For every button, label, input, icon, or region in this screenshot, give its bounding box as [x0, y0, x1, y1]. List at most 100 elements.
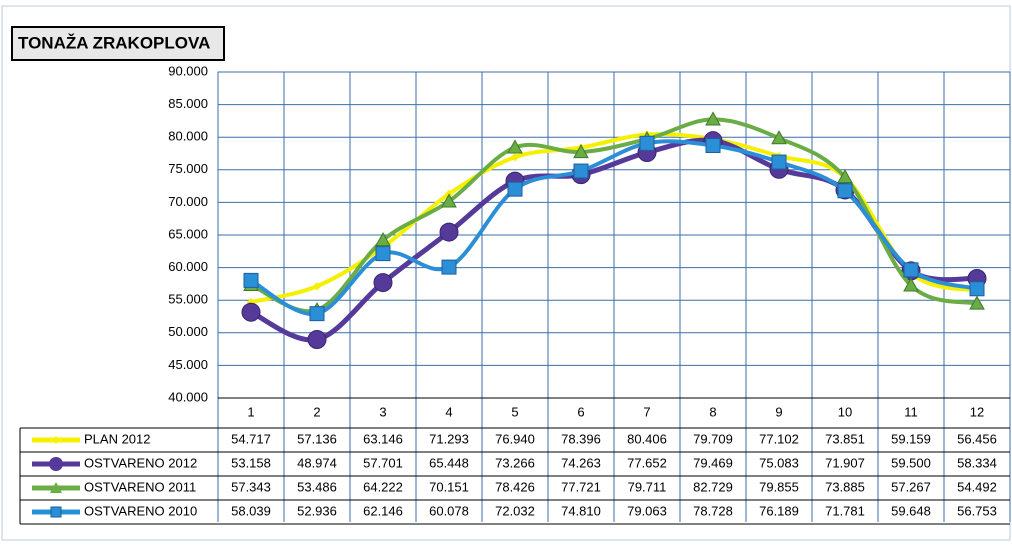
marker [705, 111, 721, 126]
marker [241, 302, 261, 322]
table-value: 75.083 [759, 455, 799, 470]
y-tick-label: 70.000 [168, 194, 208, 209]
marker [243, 272, 259, 288]
table-value: 71.293 [429, 431, 469, 446]
table-value: 77.652 [627, 455, 667, 470]
x-tick-label: 12 [970, 404, 984, 419]
table-value: 76.940 [495, 431, 535, 446]
table-value: 54.717 [231, 431, 271, 446]
table-value: 63.146 [363, 431, 403, 446]
table-value: 73.851 [825, 431, 865, 446]
table-value: 57.343 [231, 479, 271, 494]
marker [771, 130, 787, 145]
table-value: 53.158 [231, 455, 271, 470]
legend-label: OSTVARENO 2012 [84, 455, 197, 470]
table-value: 54.492 [957, 479, 997, 494]
x-tick-label: 11 [904, 404, 918, 419]
table-value: 74.810 [561, 503, 601, 518]
marker [771, 154, 787, 170]
table-value: 71.781 [825, 503, 865, 518]
table-value: 62.146 [363, 503, 403, 518]
marker [510, 152, 520, 162]
x-tick-label: 10 [838, 404, 852, 419]
x-tick-label: 3 [379, 404, 386, 419]
table-value: 59.159 [891, 431, 931, 446]
marker [373, 273, 393, 293]
table-value: 58.334 [957, 455, 997, 470]
x-tick-label: 5 [511, 404, 518, 419]
table-value: 52.936 [297, 503, 337, 518]
y-tick-label: 65.000 [168, 226, 208, 241]
table-value: 48.974 [297, 455, 337, 470]
table-value: 74.263 [561, 455, 601, 470]
y-tick-label: 45.000 [168, 357, 208, 372]
legend-marker [50, 482, 62, 493]
table-value: 78.396 [561, 431, 601, 446]
table-value: 72.032 [495, 503, 535, 518]
table-value: 79.063 [627, 503, 667, 518]
y-tick-label: 80.000 [168, 129, 208, 144]
marker [375, 232, 391, 247]
marker [312, 282, 322, 291]
marker [441, 193, 457, 208]
x-tick-label: 6 [577, 404, 584, 419]
marker [573, 163, 589, 179]
legend-marker [50, 506, 62, 518]
table-value: 80.406 [627, 431, 667, 446]
table-value: 57.701 [363, 455, 403, 470]
table-value: 79.709 [693, 431, 733, 446]
table-value: 78.728 [693, 503, 733, 518]
table-value: 59.648 [891, 503, 931, 518]
series-line [250, 117, 978, 314]
table-value: 57.136 [297, 431, 337, 446]
table-value: 79.711 [628, 479, 667, 494]
y-tick-label: 55.000 [168, 292, 208, 307]
x-tick-label: 8 [709, 404, 716, 419]
y-tick-label: 40.000 [168, 389, 208, 404]
table-value: 65.448 [429, 455, 469, 470]
table-value: 79.469 [693, 455, 733, 470]
table-value: 59.500 [891, 455, 931, 470]
marker [507, 181, 523, 197]
table-value: 77.721 [561, 479, 601, 494]
y-tick-label: 60.000 [168, 259, 208, 274]
title-box [11, 26, 225, 61]
marker [639, 135, 655, 151]
x-tick-label: 2 [313, 404, 320, 419]
y-tick-label: 50.000 [168, 324, 208, 339]
legend-label: OSTVARENO 2010 [84, 503, 197, 518]
table-value: 57.267 [891, 479, 931, 494]
marker [573, 144, 589, 159]
marker [441, 259, 457, 275]
table-value: 64.222 [363, 479, 403, 494]
legend-marker [49, 457, 63, 471]
marker [309, 306, 325, 322]
table-value: 58.039 [231, 503, 271, 518]
table-value: 82.729 [693, 479, 733, 494]
marker [837, 169, 853, 184]
y-tick-label: 90.000 [168, 63, 208, 78]
marker [507, 139, 523, 154]
x-tick-label: 9 [775, 404, 782, 419]
marker [837, 183, 853, 199]
table-value: 56.753 [957, 503, 997, 518]
table-value: 70.151 [429, 479, 469, 494]
x-tick-label: 1 [247, 404, 254, 419]
marker [439, 222, 459, 242]
table-value: 73.266 [495, 455, 535, 470]
legend-label: PLAN 2012 [84, 431, 151, 446]
marker [375, 246, 391, 262]
x-tick-label: 4 [445, 404, 452, 419]
marker [969, 281, 985, 297]
table-value: 77.102 [759, 431, 799, 446]
y-tick-label: 75.000 [168, 161, 208, 176]
table-value: 71.907 [825, 455, 865, 470]
y-tick-label: 85.000 [168, 96, 208, 111]
chart-title: TONAŽA ZRAKOPLOVA [18, 33, 210, 52]
x-tick-label: 7 [643, 404, 650, 419]
table-value: 56.456 [957, 431, 997, 446]
table-value: 79.855 [759, 479, 799, 494]
table-value: 73.885 [825, 479, 865, 494]
marker [705, 137, 721, 153]
